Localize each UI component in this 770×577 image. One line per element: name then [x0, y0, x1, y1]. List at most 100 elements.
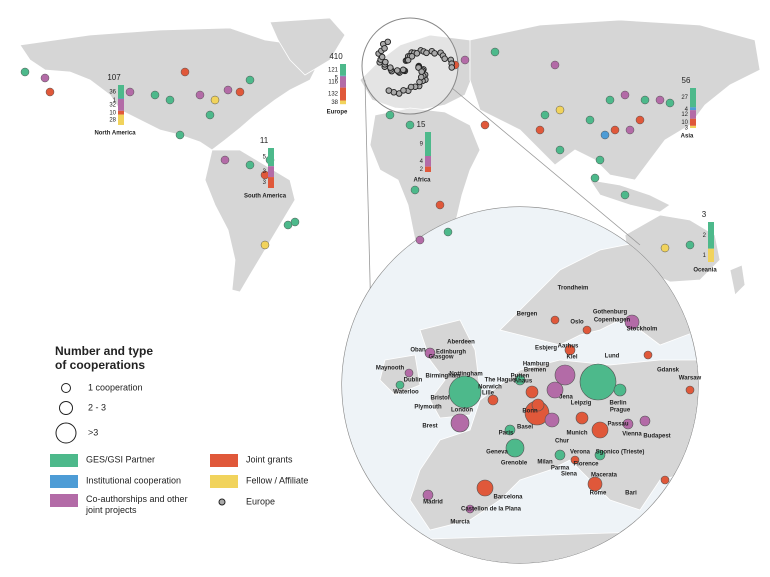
- city-label: Birmingham: [425, 374, 460, 380]
- city-label: Esbjerg: [535, 346, 557, 352]
- europe-marker: [441, 55, 448, 62]
- city-label: Prague: [610, 408, 631, 414]
- bubble: [165, 95, 175, 105]
- region-total: 11: [260, 136, 269, 145]
- region-name: Asia: [681, 134, 694, 140]
- city-label: Passau: [607, 422, 628, 428]
- bubble: [622, 418, 634, 430]
- bubble: [223, 85, 233, 95]
- europe-key: [218, 498, 226, 506]
- bubble: [245, 160, 255, 170]
- region-total: 15: [417, 120, 426, 129]
- bubble: [600, 130, 610, 140]
- city-label: Warsaw: [679, 376, 702, 382]
- bubble: [385, 110, 395, 120]
- city-label: Vienna: [622, 432, 642, 438]
- segment-label: 27: [681, 95, 688, 101]
- segment-label: 4: [685, 107, 689, 113]
- size-key: [55, 422, 77, 444]
- region-segment: [118, 114, 124, 125]
- region-segment: [340, 64, 346, 76]
- europe-marker: [399, 66, 407, 74]
- city-label: Verona: [570, 450, 591, 456]
- bubble: [290, 217, 300, 227]
- city-label: Plymouth: [414, 405, 442, 411]
- segment-label: 3: [263, 180, 267, 186]
- region-name: South America: [244, 194, 287, 200]
- city-label: Maynooth: [376, 366, 405, 372]
- bubble: [535, 125, 545, 135]
- city-label: Hamburg: [523, 362, 550, 368]
- city-label: Jena: [559, 395, 573, 401]
- bubble: [422, 489, 434, 501]
- bubble: [450, 413, 470, 433]
- region-total: 410: [329, 52, 343, 61]
- region-segment: [425, 156, 431, 167]
- bubble: [587, 476, 603, 492]
- region-segment: [118, 85, 124, 99]
- type-swatch: [50, 494, 78, 507]
- region-name: Africa: [413, 178, 431, 184]
- bubble: [175, 130, 185, 140]
- city-label: Leipzig: [571, 401, 592, 407]
- type-swatch: [210, 475, 238, 488]
- europe-marker: [417, 73, 425, 81]
- size-key: [61, 383, 71, 393]
- bubble: [554, 449, 566, 461]
- europe-marker: [387, 64, 394, 71]
- bubble: [643, 350, 653, 360]
- region-segment: [118, 98, 124, 111]
- city-label: Bristol: [430, 396, 449, 402]
- bubble: [570, 455, 580, 465]
- bubble: [480, 120, 490, 130]
- city-label: Ahaus: [514, 379, 533, 385]
- europe-marker: [423, 49, 430, 57]
- type-swatch: [50, 454, 78, 467]
- city-label: Stockholm: [627, 327, 658, 333]
- bubble: [205, 110, 215, 120]
- city-label: Glasgow: [428, 355, 453, 361]
- city-label: Florence: [573, 462, 599, 468]
- bubble: [554, 364, 576, 386]
- bubble: [150, 90, 160, 100]
- city-label: Brest: [422, 424, 437, 430]
- region-segment: [690, 118, 696, 126]
- region-segment: [118, 98, 124, 100]
- bubble: [665, 98, 675, 108]
- bubble: [546, 381, 564, 399]
- region-total: 3: [702, 210, 707, 219]
- bubble: [448, 375, 482, 409]
- bubble: [591, 421, 609, 439]
- city-label: Macerata: [591, 473, 618, 479]
- region-segment: [425, 132, 431, 156]
- bubble: [595, 155, 605, 165]
- segment-label: 10: [681, 120, 688, 126]
- bubble: [435, 200, 445, 210]
- region-segment: [708, 222, 714, 249]
- city-label: London: [451, 408, 473, 414]
- segment-label: 28: [109, 117, 116, 123]
- city-label: Copenhagen: [594, 318, 631, 324]
- bubble: [260, 240, 270, 250]
- europe-marker: [413, 50, 421, 57]
- segment-label: 9: [420, 142, 424, 148]
- bubble: [605, 95, 615, 105]
- city-label: Madrid: [423, 500, 443, 506]
- bubble: [424, 347, 436, 359]
- segment-label: 3: [263, 169, 267, 175]
- bubble: [195, 90, 205, 100]
- region-total: 56: [682, 76, 691, 85]
- city-label: Bergen: [517, 312, 538, 318]
- europe-key-label: Europe: [246, 496, 275, 506]
- europe-marker: [408, 53, 416, 60]
- bubble: [579, 363, 617, 401]
- city-label: Waterloo: [393, 390, 419, 396]
- bubble: [20, 67, 30, 77]
- europe-marker: [418, 68, 425, 75]
- bubble: [210, 95, 220, 105]
- bubble: [660, 475, 670, 485]
- city-label: Siena: [561, 472, 578, 478]
- city-label: Kiel: [566, 355, 577, 361]
- bubble: [590, 173, 600, 183]
- bubble: [415, 235, 425, 245]
